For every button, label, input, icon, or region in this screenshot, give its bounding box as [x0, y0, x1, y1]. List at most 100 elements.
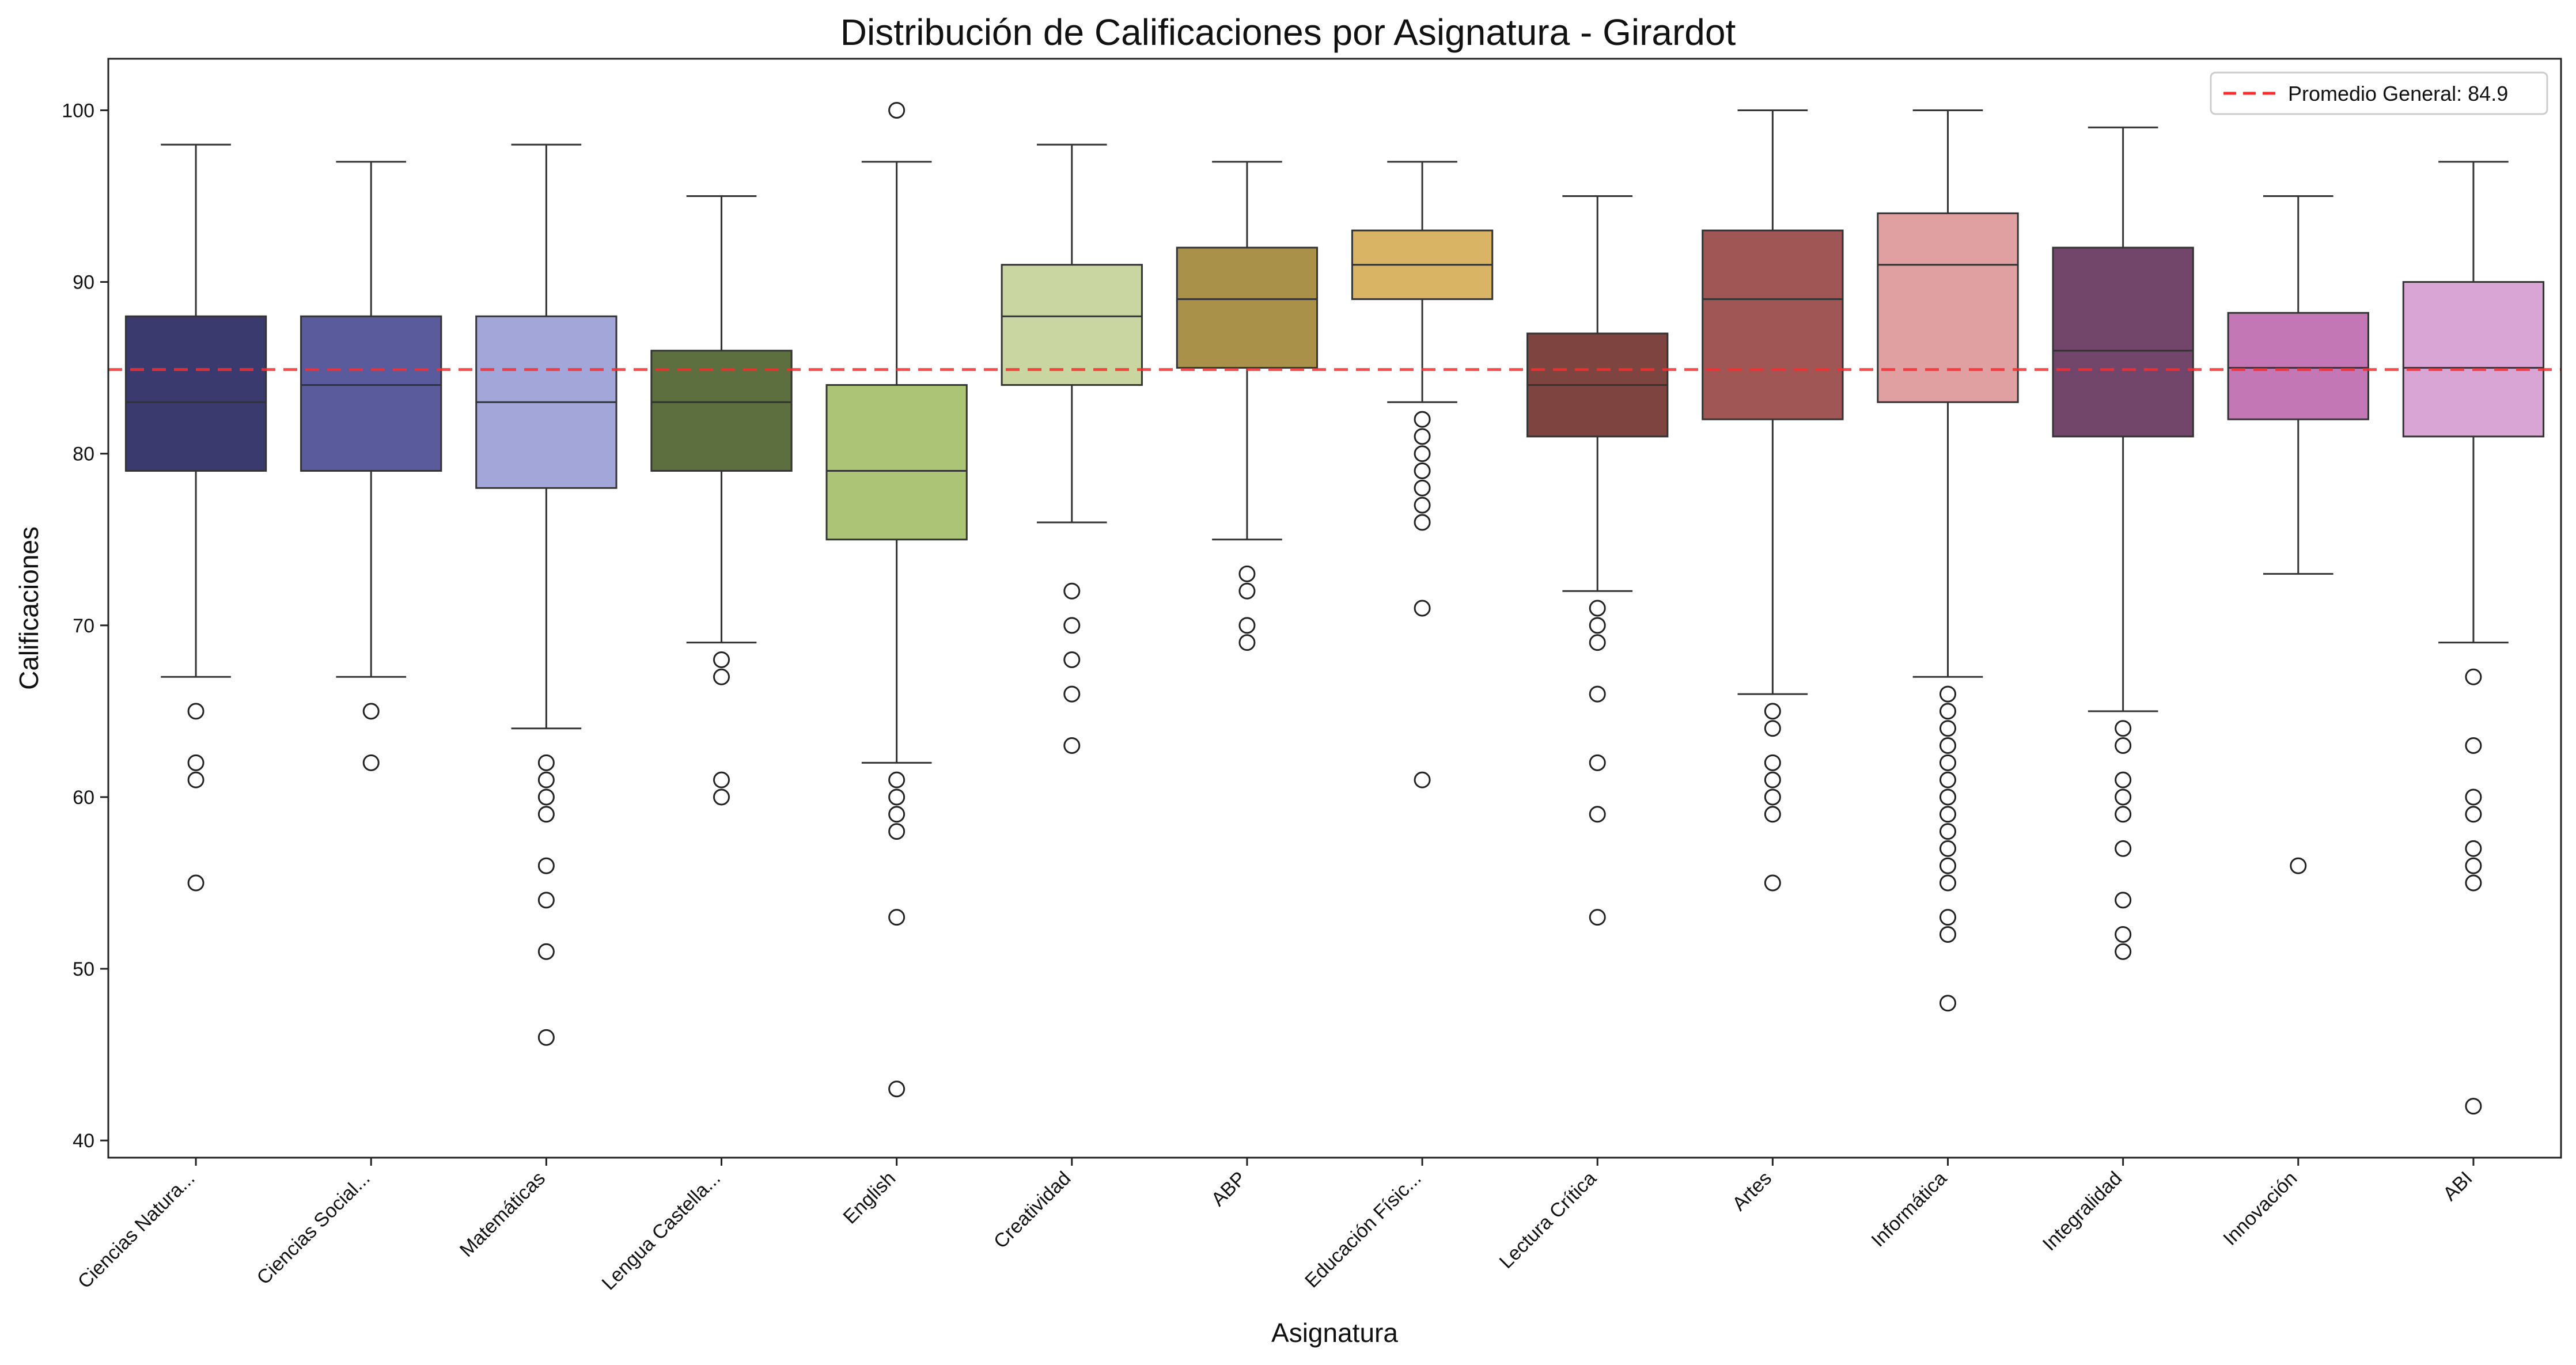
outlier-point: [1589, 754, 1606, 771]
outlier-point: [537, 754, 555, 771]
outlier-point: [2290, 857, 2307, 874]
outlier-point: [1939, 926, 1956, 943]
legend-box: [2210, 71, 2548, 115]
outlier-point: [1414, 600, 1431, 617]
outlier-point: [2115, 840, 2132, 857]
outlier-point: [537, 1029, 555, 1046]
box: [2052, 247, 2194, 438]
outlier-point: [2115, 892, 2132, 909]
outlier-point: [187, 754, 204, 771]
outlier-point: [1939, 857, 1956, 874]
outlier-point: [187, 771, 204, 788]
x-tick-label: Creatividad: [990, 1167, 1075, 1253]
outlier-point: [1589, 806, 1606, 823]
outlier-point: [888, 909, 906, 926]
outlier-point: [362, 754, 380, 771]
outlier-point: [1063, 651, 1081, 668]
legend-entry: Promedio General: 84.9: [2288, 82, 2508, 105]
outlier-point: [1764, 703, 1781, 720]
outlier-point: [2115, 788, 2132, 806]
box: [124, 315, 267, 472]
outlier-point: [1238, 617, 1256, 634]
outlier-point: [713, 651, 730, 668]
box: [1001, 264, 1143, 386]
x-tick-label: Matemáticas: [456, 1167, 550, 1261]
y-axis-label: Calificaciones: [14, 526, 44, 690]
y-tick-label: 60: [73, 787, 94, 809]
outlier-point: [1063, 617, 1081, 634]
outlier-point: [713, 771, 730, 788]
outlier-point: [1238, 565, 1256, 582]
y-tick-label: 100: [62, 100, 94, 122]
outlier-point: [362, 703, 380, 720]
outlier-point: [2115, 926, 2132, 943]
outlier-point: [187, 703, 204, 720]
outlier-point: [2465, 874, 2482, 892]
outlier-point: [1414, 771, 1431, 788]
outlier-point: [1939, 840, 1956, 857]
outlier-point: [888, 806, 906, 823]
outlier-point: [1414, 479, 1431, 496]
y-tick-label: 90: [73, 272, 94, 294]
plot-area: 40 50 60 70 80 90 100 Ciencias Natura... Ciencia…: [62, 100, 2561, 1294]
outlier-point: [713, 668, 730, 685]
y-tick-label: 40: [73, 1130, 94, 1152]
x-tick-label: Lectura Crítica: [1495, 1167, 1601, 1273]
x-axis-label: Asignatura: [1271, 1318, 1398, 1348]
outlier-point: [1939, 823, 1956, 840]
outlier-point: [537, 892, 555, 909]
plot-frame: [107, 58, 2562, 1159]
outlier-point: [2465, 806, 2482, 823]
box: [1702, 229, 1844, 420]
outlier-point: [1063, 582, 1081, 600]
outlier-point: [537, 806, 555, 823]
outlier-point: [1939, 737, 1956, 754]
outlier-point: [1589, 617, 1606, 634]
outlier-point: [888, 823, 906, 840]
outlier-point: [1939, 703, 1956, 720]
outlier-point: [888, 771, 906, 788]
outlier-point: [2115, 771, 2132, 788]
outlier-point: [1414, 496, 1431, 514]
outlier-point: [1764, 806, 1781, 823]
outlier-point: [1414, 445, 1431, 462]
y-tick-label: 70: [73, 615, 94, 637]
outlier-point: [1939, 788, 1956, 806]
outlier-point: [888, 788, 906, 806]
box: [825, 384, 968, 541]
outlier-point: [1939, 720, 1956, 737]
outlier-point: [1414, 462, 1431, 479]
outlier-point: [1939, 685, 1956, 703]
outlier-point: [2465, 840, 2482, 857]
outlier-point: [537, 771, 555, 788]
outlier-point: [1589, 909, 1606, 926]
outlier-point: [888, 101, 906, 119]
outlier-point: [1939, 806, 1956, 823]
outlier-point: [2465, 857, 2482, 874]
y-tick-label: 50: [73, 958, 94, 980]
outlier-point: [537, 943, 555, 960]
outlier-point: [1764, 754, 1781, 771]
outlier-point: [187, 874, 204, 892]
outlier-point: [713, 788, 730, 806]
outlier-point: [1238, 634, 1256, 651]
outlier-point: [537, 857, 555, 874]
x-tick-label: Educación Físic...: [1301, 1167, 1426, 1292]
outlier-point: [1589, 600, 1606, 617]
chart-title: Distribución de Calificaciones por Asign…: [840, 12, 1736, 53]
outlier-point: [1589, 634, 1606, 651]
box: [2402, 281, 2545, 438]
y-tick-label: 80: [73, 443, 94, 465]
outlier-point: [1939, 995, 1956, 1012]
box: [1877, 212, 2019, 403]
outlier-point: [1063, 737, 1081, 754]
x-tick-label: English: [839, 1167, 900, 1228]
outlier-point: [2115, 806, 2132, 823]
outlier-point: [2465, 668, 2482, 685]
outlier-point: [1939, 771, 1956, 788]
outlier-point: [1414, 428, 1431, 445]
x-tick-label: Informática: [1867, 1167, 1951, 1252]
outlier-point: [1764, 874, 1781, 892]
x-tick-label: Ciencias Natura...: [74, 1167, 199, 1293]
